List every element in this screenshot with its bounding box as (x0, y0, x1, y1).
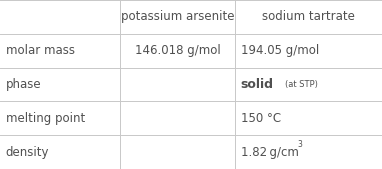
Text: 1.82 g/cm: 1.82 g/cm (241, 146, 299, 159)
Text: 194.05 g/mol: 194.05 g/mol (241, 44, 319, 57)
Text: potassium arsenite: potassium arsenite (121, 10, 235, 23)
Text: (at STP): (at STP) (285, 80, 317, 89)
Text: 3: 3 (297, 140, 302, 149)
Text: sodium tartrate: sodium tartrate (262, 10, 355, 23)
Text: 146.018 g/mol: 146.018 g/mol (135, 44, 220, 57)
Text: density: density (6, 146, 49, 159)
Text: phase: phase (6, 78, 41, 91)
Text: melting point: melting point (6, 112, 85, 125)
Text: molar mass: molar mass (6, 44, 75, 57)
Text: 150 °C: 150 °C (241, 112, 281, 125)
Text: solid: solid (241, 78, 274, 91)
